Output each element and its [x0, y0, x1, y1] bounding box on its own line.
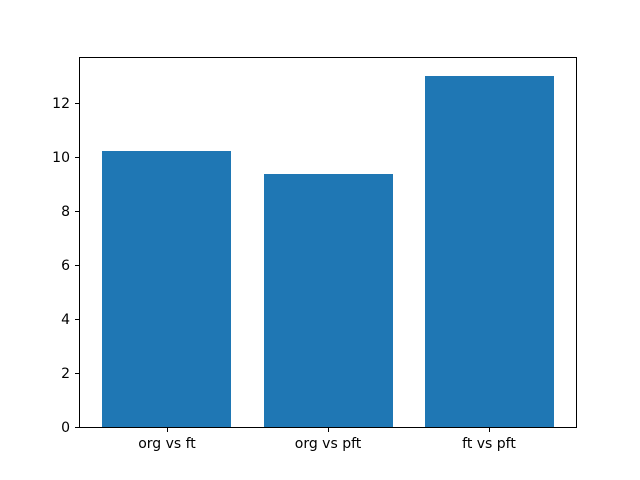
y-tick-mark: [75, 427, 80, 428]
x-tick-mark: [489, 427, 490, 432]
x-tick-label: org vs ft: [138, 436, 196, 452]
y-tick-label: 2: [61, 366, 70, 382]
x-tick-label: ft vs pft: [462, 436, 516, 452]
y-tick-label: 10: [52, 150, 70, 166]
y-tick-label: 6: [61, 258, 70, 274]
y-tick-mark: [75, 103, 80, 104]
y-tick-label: 12: [52, 96, 70, 112]
y-tick-label: 0: [61, 420, 70, 436]
y-tick-label: 8: [61, 204, 70, 220]
y-tick-mark: [75, 373, 80, 374]
bar-ft-vs-pft: [425, 76, 554, 427]
y-tick-label: 4: [61, 312, 70, 328]
bar-org-vs-ft: [102, 151, 231, 427]
y-tick-mark: [75, 319, 80, 320]
x-tick-mark: [328, 427, 329, 432]
x-tick-mark: [167, 427, 168, 432]
bar-org-vs-pft: [264, 174, 393, 427]
y-tick-mark: [75, 265, 80, 266]
y-tick-mark: [75, 157, 80, 158]
x-tick-label: org vs pft: [294, 436, 362, 452]
y-tick-mark: [75, 211, 80, 212]
